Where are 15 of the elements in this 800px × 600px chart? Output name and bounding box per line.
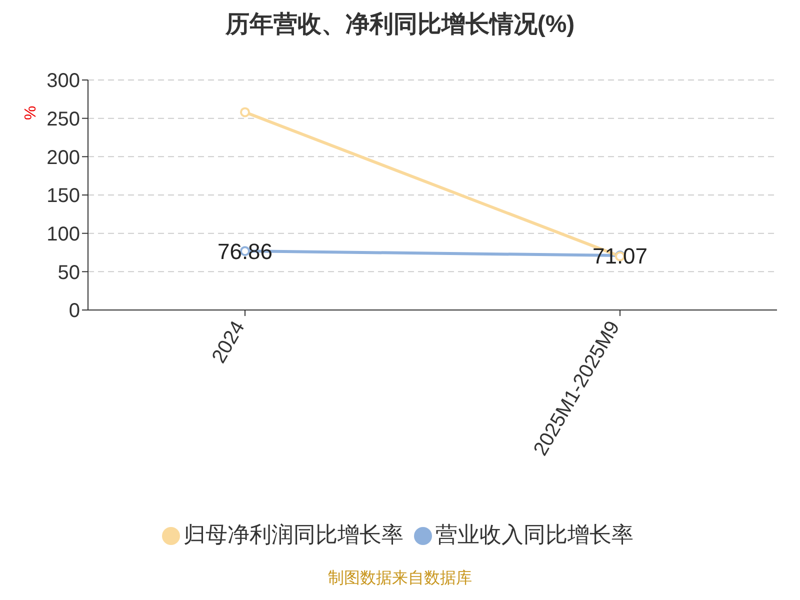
legend-label: 归母净利润同比增长率 [184,522,404,547]
data-label: 71.07 [592,243,648,268]
chart-title: 历年营收、净利同比增长情况(%) [224,10,576,40]
y-tick-label: 250 [46,108,80,130]
y-tick-label: 150 [46,185,80,208]
data-label: 76.86 [217,238,273,264]
y-tick-label: 0 [68,300,80,322]
text: 制图数据来自数据库 [327,568,473,589]
point [240,107,250,118]
y-tick-label: 100 [46,223,80,246]
legend-label: 营业收入同比增长率 [436,522,634,547]
y-tick-label: 300 [46,70,80,92]
y-tick-label: 50 [58,262,80,284]
y-axis-title: % [22,106,40,120]
y-tick-label: 200 [46,146,80,169]
